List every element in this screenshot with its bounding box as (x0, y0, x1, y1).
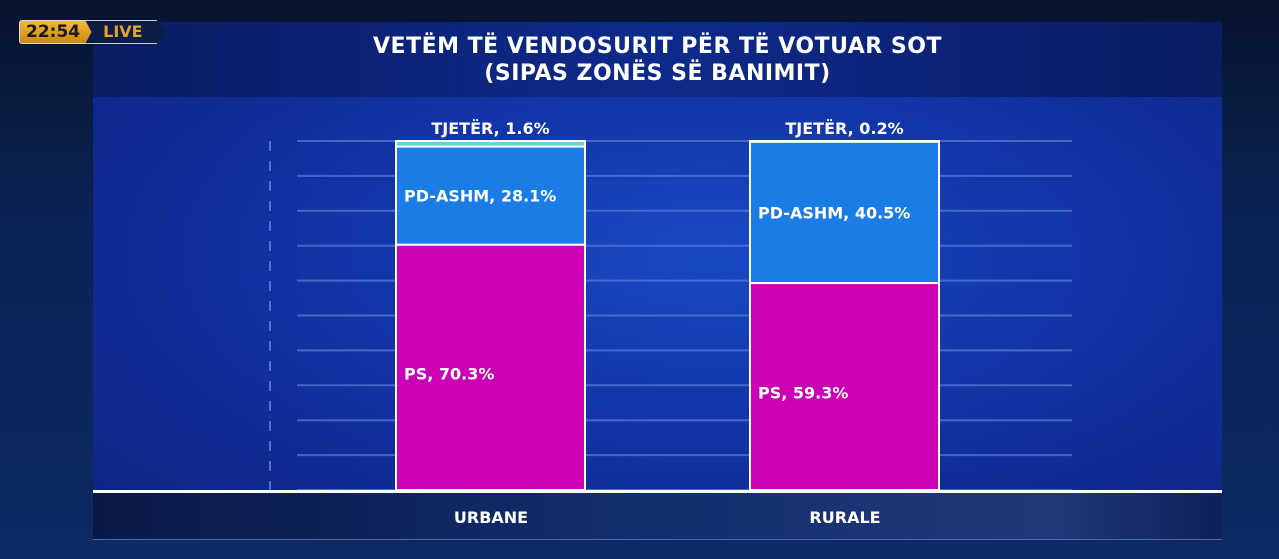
data-label: TJETËR, 0.2% (785, 119, 903, 138)
bar-segment-ps (395, 243, 586, 491)
chart-title: VETËM TË VENDOSURIT PËR TË VOTUAR SOT (S… (93, 33, 1222, 87)
category-label-rurale: RURALE (809, 508, 881, 527)
bar-segment-tjetër (395, 140, 586, 148)
bar-segment-tjetër (749, 140, 940, 143)
data-label: TJETËR, 1.6% (431, 119, 549, 138)
clock: 22:54 (19, 20, 96, 44)
title-line: VETËM TË VENDOSURIT PËR TË VOTUAR SOT (373, 34, 942, 59)
live-label: LIVE (85, 20, 165, 44)
bar-segment-pd-ashm (749, 140, 940, 285)
data-label: PD-ASHM, 40.5% (758, 203, 910, 222)
category-band (93, 490, 1222, 540)
data-label: PS, 59.3% (758, 384, 848, 403)
live-badge: 22:54 LIVE (19, 20, 165, 44)
data-label: PD-ASHM, 28.1% (404, 187, 556, 206)
subtitle-line: (SIPAS ZONËS SË BANIMIT) (484, 61, 831, 86)
bar-segment-pd-ashm (395, 145, 586, 246)
title-bar (93, 22, 1222, 97)
category-label-urbane: URBANE (453, 508, 529, 527)
data-label: PS, 70.3% (404, 364, 494, 383)
